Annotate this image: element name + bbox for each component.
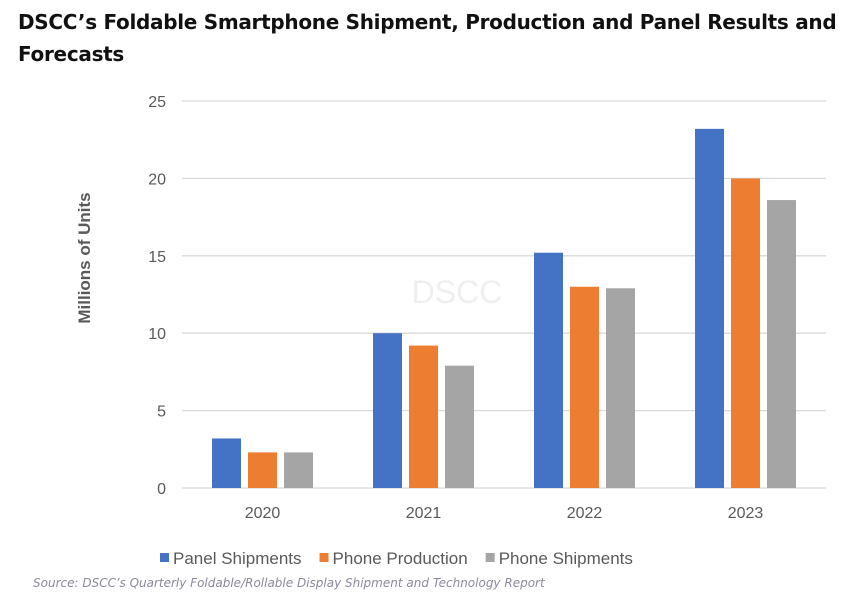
bar-phone-production (248, 452, 277, 488)
bar-panel-shipments (534, 252, 563, 488)
bar-phone-production (409, 345, 438, 488)
y-tick-label: 15 (148, 249, 166, 266)
y-tick-label: 25 (148, 94, 166, 111)
bar-phone-production (570, 286, 599, 488)
bar-phone-shipments (767, 200, 796, 488)
x-tick-label: 2021 (406, 505, 442, 522)
x-tick-label: 2023 (728, 505, 764, 522)
bar-phone-production (731, 178, 760, 488)
page-title: DSCC’s Foldable Smartphone Shipment, Pro… (18, 10, 837, 66)
bar-phone-shipments (606, 288, 635, 488)
legend-swatch (485, 553, 495, 562)
bar-panel-shipments (373, 333, 402, 488)
watermark: DSCC (412, 274, 503, 310)
y-tick-label: 5 (157, 404, 166, 421)
legend-label: Phone Shipments (499, 549, 633, 568)
legend-label: Panel Shipments (173, 549, 302, 568)
source-note: Source: DSCC’s Quarterly Foldable/Rollab… (33, 576, 545, 590)
legend-swatch (319, 553, 329, 562)
x-tick-label: 2022 (567, 505, 603, 522)
bar-panel-shipments (695, 128, 724, 488)
bar-phone-shipments (284, 452, 313, 488)
bar-phone-shipments (445, 365, 474, 488)
y-axis-label: Millions of Units (75, 192, 94, 323)
legend-label: Phone Production (333, 549, 468, 568)
y-tick-label: 10 (148, 326, 166, 343)
bar-panel-shipments (212, 438, 241, 488)
y-tick-label: 0 (157, 481, 166, 498)
x-tick-label: 2020 (245, 505, 281, 522)
y-tick-label: 20 (148, 171, 166, 188)
legend-swatch (160, 553, 169, 562)
